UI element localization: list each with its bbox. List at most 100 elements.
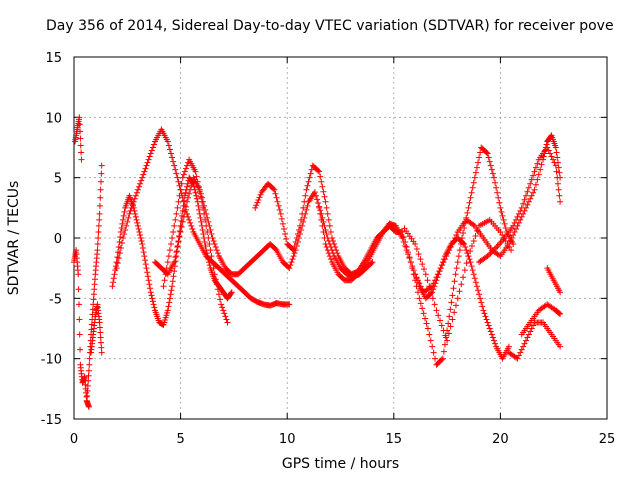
- data-point: [139, 241, 146, 248]
- data-point: [181, 208, 188, 215]
- data-point: [505, 343, 512, 350]
- data-point: [168, 287, 175, 294]
- data-point: [186, 216, 193, 223]
- data-point: [520, 200, 527, 207]
- data-point: [417, 283, 424, 290]
- data-point: [511, 228, 518, 235]
- data-point: [170, 228, 177, 235]
- data-point: [121, 208, 128, 215]
- data-point: [273, 194, 280, 201]
- data-point: [427, 337, 434, 344]
- data-point: [423, 320, 430, 327]
- data-point: [96, 216, 103, 223]
- data-point: [469, 267, 476, 274]
- data-point: [173, 210, 180, 217]
- data-point: [228, 289, 235, 296]
- series-arc-k: [412, 132, 564, 296]
- data-point: [213, 281, 220, 288]
- data-point: [528, 325, 535, 332]
- data-point: [504, 241, 511, 248]
- data-point: [470, 271, 477, 278]
- data-point: [175, 239, 182, 246]
- data-point: [293, 235, 300, 241]
- data-point: [492, 340, 499, 347]
- series-arc-n: [518, 301, 564, 338]
- data-point: [446, 313, 453, 320]
- data-point: [168, 150, 175, 157]
- data-point: [468, 189, 475, 196]
- data-point: [193, 195, 200, 202]
- data-point: [149, 298, 156, 305]
- data-point: [315, 167, 322, 174]
- data-point: [211, 271, 218, 278]
- data-point: [196, 188, 203, 195]
- data-point: [549, 156, 556, 163]
- data-point: [110, 275, 117, 282]
- data-point: [203, 222, 210, 229]
- data-point: [456, 288, 463, 295]
- data-point: [144, 273, 151, 280]
- data-point: [209, 259, 216, 266]
- data-point: [518, 204, 525, 211]
- data-point: [214, 286, 221, 293]
- data-point: [530, 172, 537, 179]
- data-point: [524, 201, 531, 208]
- data-point: [543, 141, 550, 148]
- data-point: [213, 247, 220, 254]
- data-point: [114, 254, 121, 261]
- data-point: [176, 192, 183, 199]
- data-point: [151, 304, 158, 311]
- data-point: [177, 228, 184, 235]
- data-point: [228, 290, 235, 297]
- data-point: [406, 255, 413, 262]
- data-point: [440, 348, 447, 355]
- data-point: [429, 295, 436, 302]
- data-point: [77, 135, 84, 142]
- data-point: [120, 216, 127, 223]
- data-point: [147, 285, 154, 292]
- y-axis-label: SDTVAR / TECUs: [6, 180, 22, 296]
- data-point: [96, 324, 103, 331]
- data-point: [525, 331, 532, 338]
- data-point: [221, 310, 228, 317]
- data-point: [428, 289, 435, 296]
- data-point: [499, 212, 506, 219]
- data-point: [359, 266, 366, 273]
- data-point: [180, 213, 187, 220]
- data-point: [491, 174, 498, 181]
- data-point: [488, 331, 495, 338]
- data-point: [134, 219, 141, 226]
- data-point: [470, 179, 477, 186]
- data-point: [461, 267, 468, 274]
- data-point: [554, 174, 561, 181]
- data-point: [553, 149, 560, 156]
- data-point: [77, 346, 84, 353]
- data-point: [142, 165, 149, 172]
- data-point: [138, 238, 145, 245]
- data-point: [212, 244, 219, 251]
- data-point: [253, 202, 260, 209]
- data-point: [147, 289, 154, 296]
- data-point: [433, 307, 440, 314]
- data-point: [170, 273, 177, 280]
- data-point: [274, 198, 281, 205]
- data-point: [447, 306, 454, 313]
- data-point: [208, 253, 215, 260]
- data-point: [277, 210, 284, 217]
- data-point: [96, 202, 103, 209]
- data-point: [422, 271, 429, 278]
- data-point: [557, 343, 564, 350]
- data-point: [271, 186, 278, 193]
- data-point: [547, 150, 554, 157]
- data-point: [415, 251, 422, 258]
- data-point: [166, 146, 173, 153]
- data-point: [471, 275, 478, 282]
- data-point: [535, 171, 542, 178]
- data-point: [497, 228, 504, 235]
- data-point: [522, 337, 529, 344]
- data-point: [449, 241, 456, 248]
- data-point: [120, 212, 127, 219]
- data-point: [202, 216, 209, 223]
- data-point: [476, 154, 483, 161]
- data-point: [97, 186, 104, 193]
